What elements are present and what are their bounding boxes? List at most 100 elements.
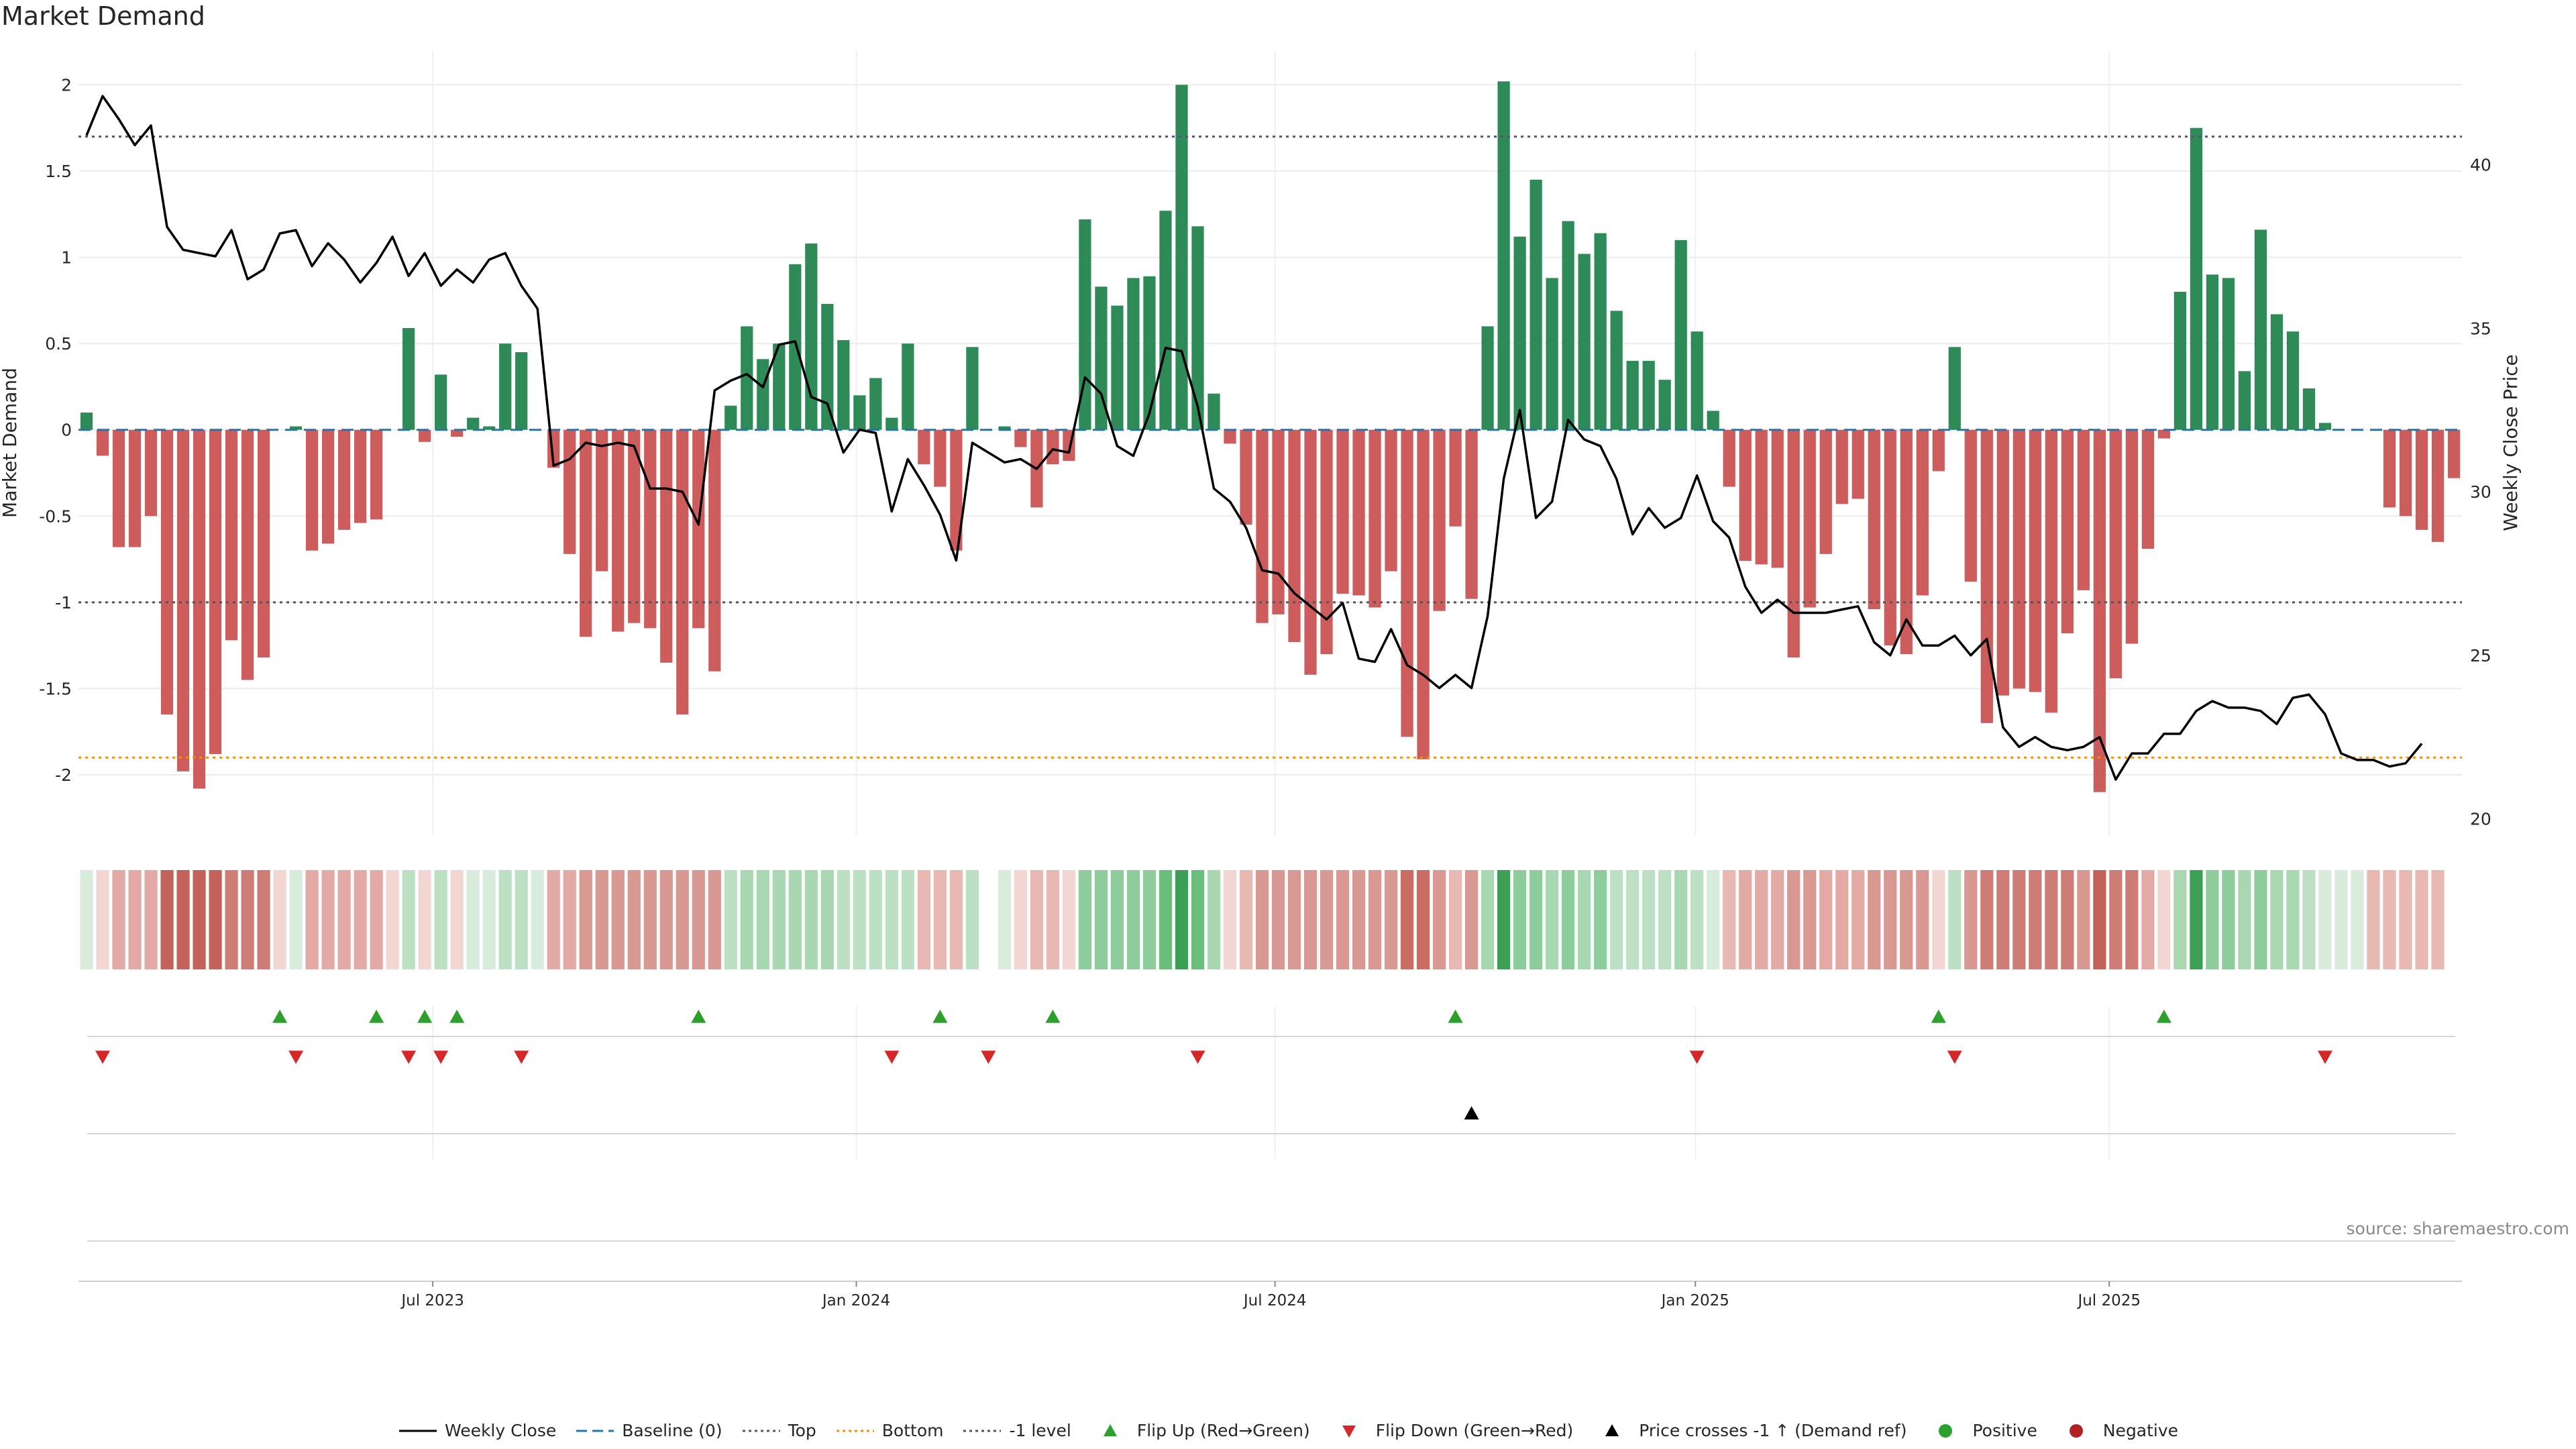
demand-bar bbox=[435, 374, 447, 430]
demand-bar bbox=[1723, 429, 1735, 487]
demand-bar bbox=[193, 429, 206, 789]
strip-cell bbox=[804, 870, 818, 969]
strip-cell bbox=[1932, 870, 1945, 969]
y2-tick-label: 40 bbox=[2470, 156, 2491, 175]
strip-cell bbox=[853, 870, 866, 969]
legend-label: Baseline (0) bbox=[622, 1421, 722, 1440]
strip-cell bbox=[1497, 870, 1511, 969]
strip-cell bbox=[1126, 870, 1140, 969]
demand-bar bbox=[1803, 429, 1816, 608]
demand-bar bbox=[1111, 305, 1124, 430]
strip-cell bbox=[434, 870, 447, 969]
x-tick-label: Jul 2025 bbox=[2076, 1292, 2141, 1309]
legend-label: Bottom bbox=[881, 1421, 944, 1440]
strip-cell bbox=[1223, 870, 1237, 969]
strip-cell bbox=[2141, 870, 2155, 969]
demand-bar bbox=[2318, 423, 2332, 430]
demand-bar bbox=[257, 429, 270, 658]
demand-bar bbox=[660, 429, 673, 663]
legend-symbol-triangle-up bbox=[1605, 1424, 1619, 1436]
strip-cell bbox=[2125, 870, 2139, 969]
strip-cell bbox=[1739, 870, 1752, 969]
flip-up-marker bbox=[932, 1010, 948, 1023]
legend-symbol-solid-line bbox=[398, 1430, 437, 1432]
y2-tick-label: 25 bbox=[2470, 646, 2491, 665]
strip-cell bbox=[241, 870, 254, 969]
strip-cell bbox=[80, 870, 93, 969]
strip-cell bbox=[2334, 870, 2348, 969]
strip-cell bbox=[579, 870, 592, 969]
demand-bar bbox=[596, 429, 608, 572]
demand-bar bbox=[1401, 429, 1413, 737]
demand-bar bbox=[2012, 429, 2025, 689]
flip-down-marker bbox=[2317, 1051, 2332, 1064]
date-axis: Jul 2023 Jan 2024 Jul 2024 Jan 2025 Jul 2025 bbox=[78, 1281, 2462, 1309]
strip-cell bbox=[1481, 870, 1495, 969]
demand-bar bbox=[1787, 429, 1800, 658]
strip-cell bbox=[2286, 870, 2300, 969]
strip-cell bbox=[708, 870, 721, 969]
flip-down-marker bbox=[433, 1051, 449, 1064]
demand-bar bbox=[644, 429, 657, 629]
strip-cell bbox=[1964, 870, 1978, 969]
strip-cell bbox=[176, 870, 190, 969]
legend-item: Top bbox=[741, 1421, 816, 1440]
legend-label: Weekly Close bbox=[444, 1421, 557, 1440]
demand-bar bbox=[1851, 429, 1864, 499]
strip-cell bbox=[531, 870, 544, 969]
strip-cell bbox=[96, 870, 109, 969]
demand-bar bbox=[708, 429, 721, 672]
strip-cell bbox=[1562, 870, 1575, 969]
demand-bars bbox=[80, 81, 2461, 792]
demand-bar bbox=[1771, 429, 1784, 568]
strip-cell bbox=[2383, 870, 2396, 969]
demand-bar bbox=[1980, 429, 1993, 723]
strip-cell bbox=[418, 870, 431, 969]
legend-item: Negative bbox=[2056, 1421, 2178, 1440]
demand-bar bbox=[1159, 211, 1172, 430]
price-series bbox=[85, 95, 2423, 781]
demand-bar bbox=[1674, 239, 1687, 430]
strip-cell bbox=[2351, 870, 2364, 969]
y-tick-label: 1 bbox=[61, 248, 72, 268]
strip-cell bbox=[1690, 870, 1704, 969]
flip-markers bbox=[87, 1010, 2455, 1242]
strip-cell bbox=[2093, 870, 2106, 969]
strip-cell bbox=[949, 870, 963, 969]
strip-cell bbox=[450, 870, 464, 969]
demand-bar bbox=[1208, 393, 1220, 430]
strip-cell bbox=[788, 870, 802, 969]
strip-cell bbox=[402, 870, 415, 969]
strip-cell bbox=[1787, 870, 1801, 969]
demand-bar bbox=[1417, 429, 1430, 759]
y2-tick-label: 30 bbox=[2470, 482, 2491, 502]
strip-cell bbox=[659, 870, 673, 969]
demand-bar bbox=[1900, 429, 1913, 654]
strip-cell bbox=[901, 870, 914, 969]
y-tick-label: -0.5 bbox=[39, 506, 72, 526]
y-tick-label: -1 bbox=[55, 593, 72, 612]
strip-cell bbox=[1239, 870, 1253, 969]
strip-cell bbox=[1674, 870, 1688, 969]
demand-bar bbox=[209, 429, 222, 755]
demand-bar bbox=[515, 352, 528, 430]
y-tick-label: 1.5 bbox=[45, 162, 72, 181]
flip-up-marker bbox=[369, 1010, 384, 1023]
strip-cell bbox=[772, 870, 786, 969]
demand-bar bbox=[1529, 179, 1542, 430]
demand-bar bbox=[1707, 411, 1719, 430]
strip-cell bbox=[820, 870, 834, 969]
axes: -2 -1.5 -1 -0.5 0 0.5 1 1.5 2 20 25 30 35 40 Market De… bbox=[0, 75, 2522, 828]
strip-cell bbox=[1851, 870, 1865, 969]
strip-cell bbox=[2399, 870, 2412, 969]
strip-cell bbox=[1900, 870, 1913, 969]
strip-cell bbox=[611, 870, 625, 969]
demand-bar bbox=[2125, 429, 2138, 644]
strip-cell bbox=[1014, 870, 1027, 969]
demand-bar bbox=[1224, 429, 1236, 444]
strip-cell bbox=[1464, 870, 1479, 969]
strip-cell bbox=[1529, 870, 1543, 969]
strip-cell bbox=[1513, 870, 1527, 969]
demand-bar bbox=[2302, 388, 2316, 430]
demand-bar bbox=[1481, 326, 1494, 430]
